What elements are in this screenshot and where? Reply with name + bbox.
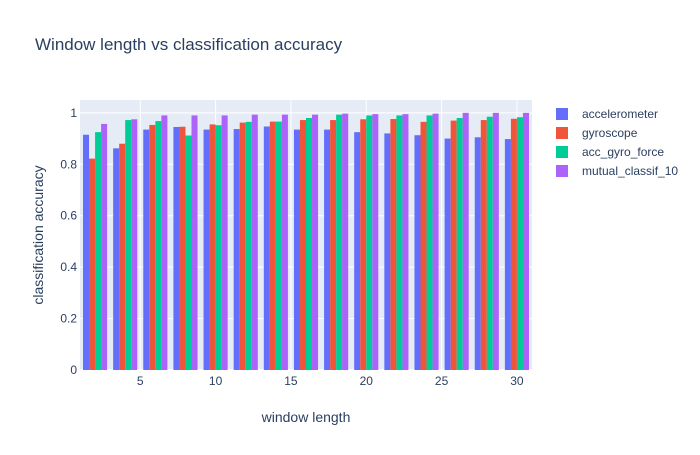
x-tick-label: 5 (137, 374, 144, 388)
bar-acc_gyro_force (486, 116, 493, 370)
bar-acc_gyro_force (366, 115, 373, 370)
x-tick-label: 10 (209, 374, 223, 388)
x-axis-ticks: 5 10 15 20 25 30 (137, 374, 524, 388)
legend: accelerometer gyroscope acc_gyro_forcemutu… (556, 107, 678, 178)
bar-mutual_classif_10 (131, 119, 138, 371)
bar-gyroscope (179, 126, 186, 370)
y-tick-label: 0 (70, 363, 77, 377)
bar-mutual_classif_10 (522, 112, 529, 370)
bar-accelerometer (233, 129, 240, 370)
x-tick-label: 25 (435, 374, 449, 388)
y-axis-ticks: 0 0.2 0.4 0.6 0.8 1 (60, 106, 77, 377)
bar-mutual_classif_10 (342, 113, 349, 370)
bar-acc_gyro_force (275, 121, 282, 370)
bar-mutual_classif_10 (221, 115, 228, 370)
bar-mutual_classif_10 (281, 114, 288, 371)
bar-gyroscope (480, 120, 487, 370)
bar-acc_gyro_force (516, 117, 523, 370)
bar-acc_gyro_force (456, 118, 463, 370)
y-tick-label: 0.4 (60, 260, 77, 274)
bar-gyroscope (450, 120, 457, 370)
bar-acc_gyro_force (215, 125, 222, 370)
bar-mutual_classif_10 (101, 123, 108, 371)
bar-gyroscope (269, 121, 276, 370)
bar-mutual_classif_10 (372, 114, 379, 371)
legend-label: mutual_classif_10 (582, 164, 678, 178)
bar-acc_gyro_force (95, 132, 102, 370)
bar-mutual_classif_10 (432, 113, 439, 370)
legend-swatch (556, 108, 568, 120)
bar-accelerometer (293, 129, 300, 370)
bar-accelerometer (474, 137, 481, 370)
bar-accelerometer (203, 129, 210, 370)
bar-acc_gyro_force (125, 120, 132, 370)
bar-acc_gyro_force (306, 118, 313, 370)
bar-acc_gyro_force (155, 121, 162, 370)
bars (83, 112, 529, 371)
bar-gyroscope (209, 124, 216, 370)
bar-accelerometer (173, 127, 180, 370)
x-tick-label: 20 (360, 374, 374, 388)
y-tick-label: 0.6 (60, 209, 77, 223)
legend-label: acc_gyro_force (582, 145, 664, 159)
bar-gyroscope (420, 121, 427, 370)
bar-accelerometer (444, 138, 451, 370)
legend-label: accelerometer (582, 107, 658, 121)
bar-acc_gyro_force (336, 114, 343, 371)
bar-gyroscope (89, 158, 96, 370)
bar-gyroscope (390, 119, 397, 371)
y-tick-label: 0.2 (60, 312, 77, 326)
bar-mutual_classif_10 (161, 115, 168, 370)
bar-accelerometer (384, 133, 391, 370)
bar-mutual_classif_10 (492, 112, 499, 370)
bar-accelerometer (143, 129, 150, 370)
x-tick-label: 15 (284, 374, 298, 388)
bar-gyroscope (119, 143, 126, 370)
bar-acc_gyro_force (185, 135, 192, 370)
bar-gyroscope (239, 122, 246, 370)
x-axis-label: window length (261, 409, 351, 425)
y-tick-label: 1 (70, 106, 77, 120)
bar-gyroscope (510, 118, 517, 371)
bar-accelerometer (113, 148, 120, 370)
x-tick-label: 30 (510, 374, 524, 388)
bar-gyroscope (330, 120, 337, 370)
bar-acc_gyro_force (426, 115, 433, 370)
legend-label: gyroscope (582, 126, 638, 140)
bar-gyroscope (299, 120, 306, 370)
bar-accelerometer (83, 134, 90, 370)
bar-accelerometer (414, 135, 421, 370)
bar-acc_gyro_force (245, 121, 252, 370)
bar-mutual_classif_10 (462, 112, 469, 370)
bar-accelerometer (263, 126, 270, 370)
legend-swatch (556, 127, 568, 139)
bar-mutual_classif_10 (312, 114, 319, 371)
bar-mutual_classif_10 (191, 115, 198, 370)
legend-swatch (556, 165, 568, 177)
legend-swatch (556, 146, 568, 158)
bar-accelerometer (354, 132, 361, 370)
bar-accelerometer (504, 139, 511, 370)
chart-title: Window length vs classification accuracy (35, 35, 343, 54)
bar-accelerometer (324, 129, 331, 370)
bar-gyroscope (149, 124, 156, 370)
bar-acc_gyro_force (396, 115, 403, 370)
y-tick-label: 0.8 (60, 157, 77, 171)
bar-mutual_classif_10 (251, 114, 258, 371)
y-axis-label: classification accuracy (30, 165, 46, 304)
bar-mutual_classif_10 (402, 114, 409, 371)
bar-gyroscope (360, 119, 367, 371)
